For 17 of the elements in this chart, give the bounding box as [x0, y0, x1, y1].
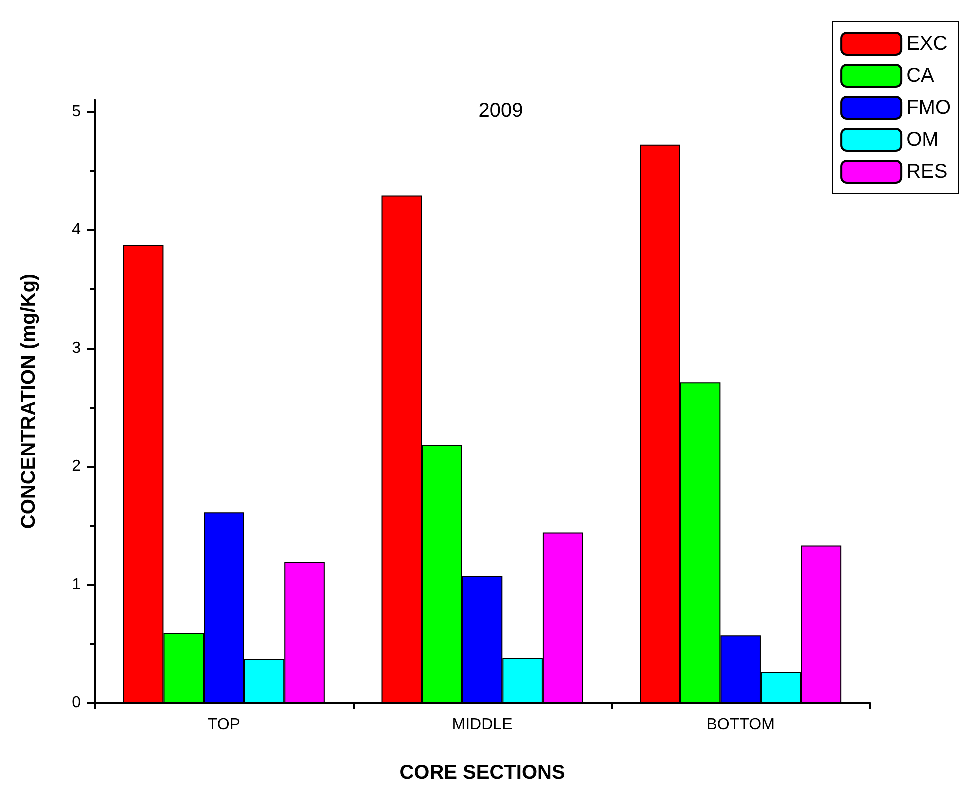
y-tick-label: 3 [72, 340, 82, 357]
y-tick-label: 0 [72, 694, 82, 712]
legend-label: CA [906, 65, 936, 87]
legend-label: EXC [906, 33, 948, 55]
legend-label: FMO [906, 97, 952, 119]
legend-label: RES [906, 161, 948, 183]
y-tick-label: 2 [72, 458, 82, 476]
x-tick-label: MIDDLE [452, 716, 513, 734]
legend-label: OM [906, 129, 939, 151]
y-tick-label: 1 [72, 576, 82, 594]
chart-title: 2009 [478, 100, 524, 122]
x-tick-label: TOP [208, 716, 240, 734]
y-axis-title: CONCENTRATION (mg/Kg) [18, 274, 40, 530]
x-tick-label: BOTTOM [706, 716, 775, 734]
y-tick-label: 5 [72, 103, 82, 120]
y-tick-label: 4 [72, 222, 82, 239]
x-axis-title: CORE SECTIONS [400, 762, 566, 784]
